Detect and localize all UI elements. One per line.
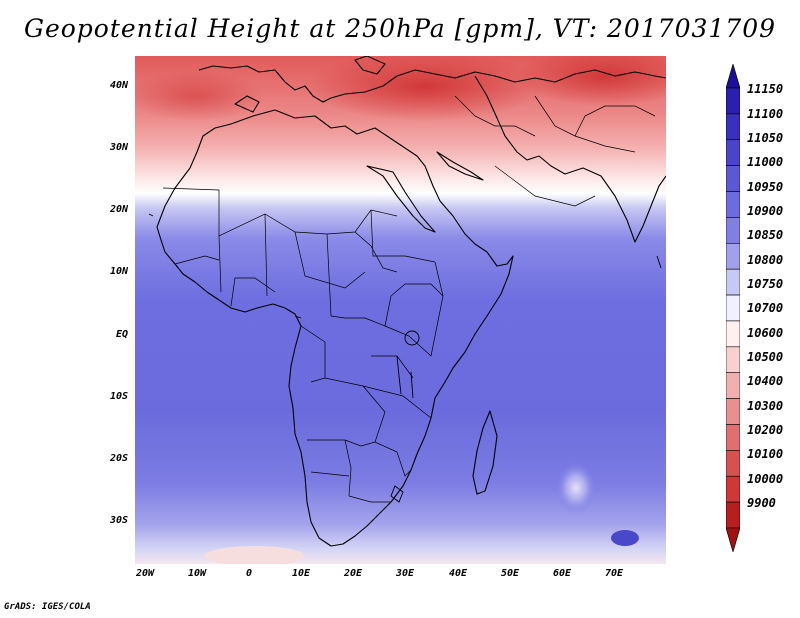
colorbar-swatch xyxy=(725,424,741,451)
colorbar-swatch xyxy=(725,242,741,270)
lon-label-20w: 20W xyxy=(135,568,155,579)
colorbar-label-10300: 10300 xyxy=(747,399,784,413)
colorbar-label-11050: 11050 xyxy=(747,131,784,145)
colorbar-swatch xyxy=(725,139,741,166)
colorbar-label-10000: 10000 xyxy=(747,472,784,486)
colorbar-label-10950: 10950 xyxy=(747,180,784,194)
lon-label-70e: 70E xyxy=(604,568,624,579)
lon-label-0: 0 xyxy=(245,568,253,579)
colorbar-swatch xyxy=(725,475,741,503)
colorbar-swatch xyxy=(725,372,741,399)
high-cell-indian-ocean xyxy=(556,462,596,514)
colorbar-label-10600: 10600 xyxy=(747,326,784,340)
lat-label-30s: 30S xyxy=(109,515,128,526)
country-borders xyxy=(162,95,656,503)
colorbar-swatch xyxy=(725,87,741,115)
lon-label-30e: 30E xyxy=(395,568,415,579)
lat-label-20n: 20N xyxy=(109,204,128,215)
colorbar-scale xyxy=(725,62,741,554)
colorbar-label-10750: 10750 xyxy=(747,277,784,291)
high-center-atlantic xyxy=(135,71,265,121)
lon-label-60e: 60E xyxy=(552,568,572,579)
colorbar-label-10100: 10100 xyxy=(747,447,784,461)
lon-label-10e: 10E xyxy=(291,568,311,579)
colorbar-label-10700: 10700 xyxy=(747,301,784,315)
lat-label-30n: 30N xyxy=(109,142,128,153)
colorbar-swatch xyxy=(725,113,741,141)
colorbar-label-9900: 9900 xyxy=(747,496,776,510)
colorbar-top-arrow xyxy=(725,62,741,89)
colorbar-label-11100: 11100 xyxy=(747,107,784,121)
lakes-islands xyxy=(148,213,662,503)
colorbar-swatch xyxy=(725,320,741,348)
colorbar-bottom-arrow xyxy=(725,527,741,554)
colorbar-swatch xyxy=(725,165,741,192)
high-center-turkey xyxy=(305,56,545,121)
colorbar-label-10500: 10500 xyxy=(747,350,784,364)
colorbar-swatch xyxy=(725,501,741,529)
colorbar-label-10200: 10200 xyxy=(747,423,784,437)
lon-label-40e: 40E xyxy=(448,568,468,579)
colorbar-swatch xyxy=(725,294,741,322)
high-center-central-asia xyxy=(515,56,666,106)
colorbar-label-10850: 10850 xyxy=(747,228,784,242)
colorbar-label-10400: 10400 xyxy=(747,374,784,388)
lon-label-50e: 50E xyxy=(500,568,520,579)
lon-label-10w: 10W xyxy=(187,568,207,579)
colorbar-label-10900: 10900 xyxy=(747,204,784,218)
lon-label-20e: 20E xyxy=(343,568,363,579)
south-warm-patch xyxy=(205,546,305,564)
colorbar-swatch xyxy=(725,217,741,244)
colorbar xyxy=(725,62,741,556)
colorbar-label-11150: 11150 xyxy=(747,82,784,96)
map-panel xyxy=(135,56,666,564)
low-cell-south xyxy=(611,530,639,546)
grads-credit: GrADS: IGES/COLA xyxy=(4,602,91,612)
lat-label-eq: EQ xyxy=(115,329,128,340)
lat-label-10s: 10S xyxy=(109,391,128,402)
colorbar-swatch xyxy=(725,346,741,374)
map-title: Geopotential Height at 250hPa [gpm], VT:… xyxy=(23,14,777,43)
colorbar-swatch xyxy=(725,268,741,296)
colorbar-swatch xyxy=(725,450,741,477)
colorbar-label-11000: 11000 xyxy=(747,155,784,169)
lat-label-20s: 20S xyxy=(109,453,128,464)
coastlines xyxy=(156,56,666,547)
geopotential-map xyxy=(135,56,666,564)
colorbar-swatch xyxy=(725,191,741,218)
lat-label-40n: 40N xyxy=(109,80,128,91)
colorbar-swatch xyxy=(725,398,741,425)
colorbar-label-10800: 10800 xyxy=(747,253,784,267)
lat-label-10n: 10N xyxy=(109,266,128,277)
